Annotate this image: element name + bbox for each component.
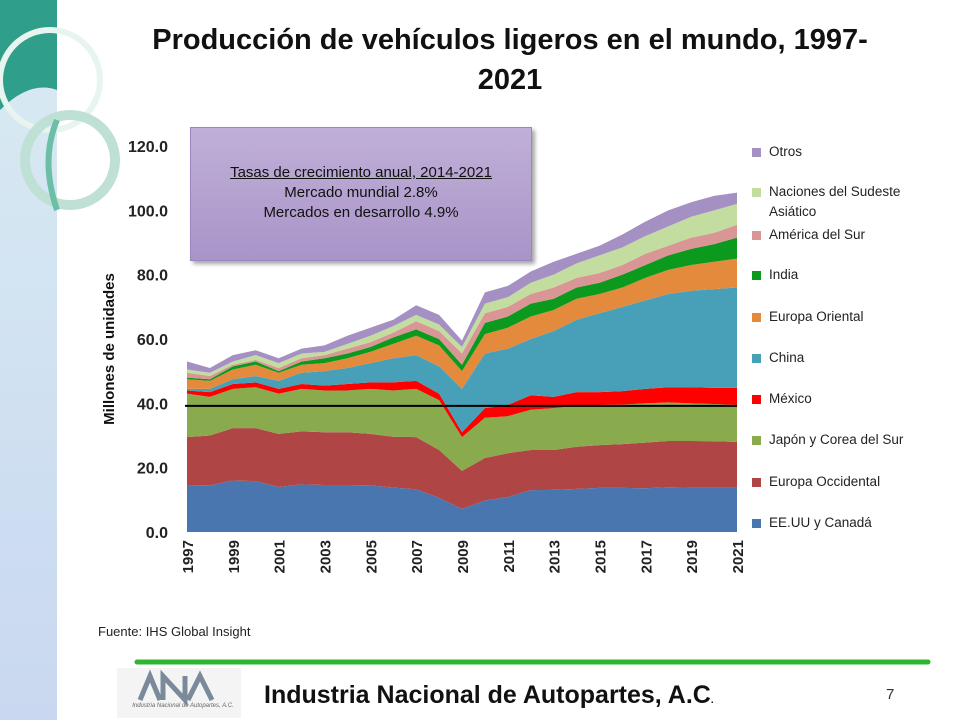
footer-text: Industria Nacional de Autopartes, A.C bbox=[264, 681, 711, 709]
y-tick-label: 80.0 bbox=[137, 268, 168, 285]
source: Fuente: IHS Global Insight bbox=[98, 624, 251, 639]
plot: 0.0 20.0 40.0 60.0 80.0 100.0 120.0 Millones de… bbox=[101, 139, 747, 573]
legend-item: EE.UU y Canadá bbox=[752, 513, 919, 533]
legend-label: EE.UU y Canadá bbox=[769, 515, 872, 530]
legend-label: China bbox=[769, 350, 805, 365]
area bbox=[187, 192, 737, 373]
area bbox=[187, 480, 737, 532]
legend-swatch bbox=[752, 519, 761, 528]
side-swirl bbox=[20, 110, 120, 210]
legend-label: India bbox=[769, 267, 799, 282]
annotation: Mercados en desarrollo 4.9% bbox=[263, 204, 459, 221]
legend-swatch bbox=[752, 148, 761, 157]
legend-label: América del Sur bbox=[769, 227, 866, 242]
y-axis-label: Millones de unidades bbox=[101, 273, 118, 425]
legend-label: México bbox=[769, 391, 812, 406]
x-tick-label: 2015 bbox=[593, 540, 610, 573]
legend-label: Japón y Corea del Sur bbox=[769, 432, 904, 447]
area bbox=[187, 258, 737, 389]
logo-mark bbox=[137, 669, 215, 707]
legend-swatch bbox=[752, 313, 761, 322]
x-tick-label: 2011 bbox=[501, 540, 518, 573]
annotation: Tasas de crecimiento anual, 2014-2021 bbox=[230, 164, 492, 181]
x-tick-label: 2021 bbox=[730, 540, 747, 573]
legend-item: India bbox=[752, 265, 919, 285]
legend-label: Naciones del Sudeste Asiático bbox=[769, 184, 901, 219]
footer: Industria Nacional de Autopartes, A.C. bbox=[264, 681, 714, 710]
x-tick-label: 2007 bbox=[409, 540, 426, 573]
y-tick-label: 60.0 bbox=[137, 332, 168, 349]
x-tick-label: 2013 bbox=[547, 540, 564, 573]
area bbox=[187, 203, 737, 376]
area bbox=[187, 224, 737, 380]
legend-item: Naciones del Sudeste Asiático bbox=[752, 182, 919, 222]
legend-item: Europa Oriental bbox=[752, 307, 919, 327]
y-tick-label: 0.0 bbox=[146, 525, 168, 542]
area bbox=[187, 428, 737, 509]
legend-item: América del Sur bbox=[752, 225, 919, 245]
area bbox=[187, 237, 737, 381]
legend-item: China bbox=[752, 348, 919, 368]
x-tick-label: 2019 bbox=[684, 540, 701, 573]
legend-label: Europa Occidental bbox=[769, 474, 881, 489]
x-tick-label: 1997 bbox=[180, 540, 197, 573]
legend-label: Europa Oriental bbox=[769, 309, 864, 324]
legend-item: Europa Occidental bbox=[752, 472, 919, 492]
x-tick-label: 2005 bbox=[363, 540, 380, 573]
legend-label: Otros bbox=[769, 144, 803, 159]
annotation-box: Tasas de crecimiento anual, 2014-2021 Me… bbox=[190, 127, 532, 261]
page-number: 7 bbox=[886, 686, 895, 703]
legend-swatch bbox=[752, 436, 761, 445]
logo-text: Industria Nacional de Autopartes, A.C. bbox=[132, 703, 234, 709]
legend-item: Japón y Corea del Sur bbox=[752, 430, 919, 450]
area bbox=[187, 380, 737, 438]
side-swirl bbox=[0, 27, 103, 133]
x-tick-label: 1999 bbox=[226, 540, 243, 573]
legend-swatch bbox=[752, 188, 761, 197]
legend-swatch bbox=[752, 354, 761, 363]
annotation: Mercado mundial 2.8% bbox=[284, 184, 438, 201]
footer-dot: . bbox=[710, 695, 714, 706]
legend-swatch bbox=[752, 271, 761, 280]
side-swirl bbox=[45, 118, 60, 211]
x-tick-label: 2017 bbox=[638, 540, 655, 573]
x-tick-label: 2009 bbox=[455, 540, 472, 573]
legend-item: México bbox=[752, 389, 919, 409]
y-tick-label: 20.0 bbox=[137, 461, 168, 478]
chart-title: Producción de vehículos ligeros en el mu… bbox=[152, 24, 868, 96]
y-tick-label: 40.0 bbox=[137, 396, 168, 413]
legend-item: Otros bbox=[752, 142, 919, 162]
y-tick-label: 120.0 bbox=[128, 139, 168, 156]
x-tick-label: 2001 bbox=[272, 540, 289, 573]
area bbox=[187, 387, 737, 471]
area bbox=[187, 287, 737, 433]
legend-swatch bbox=[752, 478, 761, 487]
legend-swatch bbox=[752, 395, 761, 404]
x-tick-label: 2003 bbox=[318, 540, 335, 573]
y-tick-label: 100.0 bbox=[128, 203, 168, 220]
legend-swatch bbox=[752, 231, 761, 240]
